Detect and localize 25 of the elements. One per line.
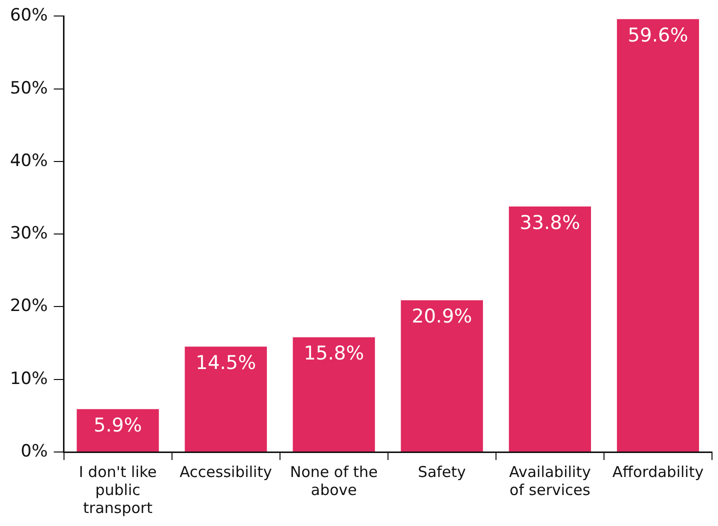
y-tick-label: 40%	[10, 150, 48, 171]
bar	[400, 300, 483, 452]
data-label: 15.8%	[304, 342, 364, 365]
data-label: 5.9%	[94, 414, 142, 437]
x-tick-label: Availability of services	[509, 462, 591, 499]
x-tick-label: Accessibility	[180, 462, 272, 481]
y-tick-label: 30%	[10, 224, 48, 244]
data-label: 20.9%	[412, 306, 472, 328]
y-tick-label: 50%	[10, 78, 48, 98]
bar	[76, 409, 159, 452]
x-tick-label: Safety	[418, 462, 466, 481]
data-label: 33.8%	[520, 212, 580, 234]
bar	[184, 346, 267, 452]
y-tick-label: 60%	[10, 6, 48, 26]
y-tick-label: 0%	[20, 441, 48, 462]
x-tick-label: Affordability	[612, 462, 704, 481]
bar	[508, 206, 591, 452]
bar	[292, 337, 375, 452]
data-label: 14.5%	[196, 352, 256, 374]
bar	[616, 19, 700, 452]
data-label: 59.6%	[628, 24, 688, 47]
y-tick-label: 10%	[10, 368, 48, 389]
y-tick-label: 20%	[10, 296, 48, 316]
x-tick-label: I don't like public transport	[78, 462, 157, 517]
x-tick-label: None of the above	[290, 462, 378, 499]
